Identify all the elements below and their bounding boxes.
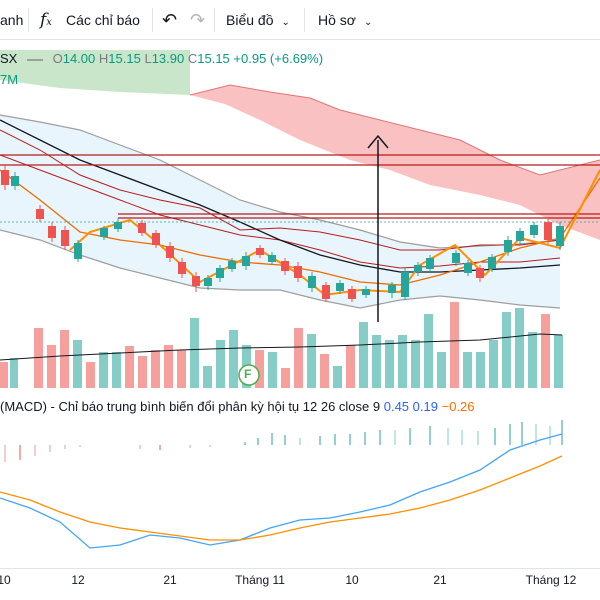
macd-value: 0.45 xyxy=(383,399,410,414)
close-label: C xyxy=(187,51,198,66)
low-value: 13.90 xyxy=(151,51,185,66)
candle xyxy=(11,172,19,190)
candle xyxy=(281,258,289,275)
fx-icon[interactable]: fx xyxy=(40,10,52,30)
candle xyxy=(322,282,330,302)
candle xyxy=(192,272,200,292)
profile-dropdown[interactable]: Hồ sơ ⌄ xyxy=(318,0,372,40)
toolbar-divider xyxy=(152,8,153,32)
chevron-down-icon: ⌄ xyxy=(363,17,373,28)
candle xyxy=(516,228,524,244)
toolbar-divider xyxy=(304,8,305,32)
signal-line xyxy=(0,455,563,541)
candle xyxy=(426,255,434,272)
signal-value: 0.19 xyxy=(412,399,438,414)
top-toolbar: anh fx Các chỉ báo ↶ ↷ Biểu đồ ⌄ Hồ sơ ⌄ xyxy=(0,0,600,40)
candle xyxy=(268,252,276,265)
candle xyxy=(256,245,264,258)
macd-histogram xyxy=(4,420,563,462)
candle xyxy=(48,222,56,242)
time-tick: 10 xyxy=(0,573,11,587)
time-tick: 21 xyxy=(433,573,447,587)
candle xyxy=(544,218,552,244)
time-tick: 21 xyxy=(163,573,177,587)
candle xyxy=(308,272,316,292)
macd-title: (MACD) - Chỉ báo trung bình biến đổi phâ… xyxy=(0,399,381,414)
time-axis[interactable]: 10 12 21 Tháng 11 10 21 Tháng 12 xyxy=(0,568,600,600)
candle xyxy=(530,222,538,238)
candle xyxy=(114,218,122,232)
chart-type-dropdown[interactable]: Biểu đồ ⌄ xyxy=(226,0,290,40)
candle xyxy=(216,265,224,282)
profile-label: Hồ sơ xyxy=(318,12,356,28)
high-label: H xyxy=(98,51,109,66)
undo-icon[interactable]: ↶ xyxy=(162,10,178,30)
candle xyxy=(152,230,160,248)
candle xyxy=(388,282,396,298)
toolbar-cut-label[interactable]: anh xyxy=(0,12,24,28)
visibility-toggle[interactable] xyxy=(26,58,43,61)
time-tick: Tháng 11 xyxy=(235,573,285,587)
low-label: L xyxy=(144,51,152,66)
candle xyxy=(294,262,302,282)
ichimoku-cloud-green xyxy=(0,50,190,95)
candle xyxy=(61,226,69,250)
volume-ma-line xyxy=(0,333,563,361)
candle xyxy=(336,280,344,294)
candle xyxy=(74,240,82,262)
ohlc-legend: SX O14.00 H15.15 L13.90 C15.15 +0.95 (+6… xyxy=(0,48,323,70)
bollinger-band-fill xyxy=(0,115,560,308)
time-tick: 12 xyxy=(71,573,85,587)
macd-line xyxy=(0,433,563,549)
indicators-button[interactable]: Các chỉ báo xyxy=(66,12,140,28)
candle xyxy=(452,250,460,266)
candle xyxy=(178,258,186,278)
close-value: 15.15 xyxy=(197,51,230,66)
price-chart[interactable] xyxy=(0,40,600,410)
open-label: O xyxy=(52,51,63,66)
candle xyxy=(242,252,250,270)
kijun-line xyxy=(0,129,561,251)
redo-icon[interactable]: ↷ xyxy=(190,10,206,30)
chart-type-label: Biểu đồ xyxy=(226,12,274,28)
candles xyxy=(1,165,564,302)
bollinger-lower-line xyxy=(0,229,561,309)
candle xyxy=(228,258,236,272)
change-value: +0.95 (+6.69%) xyxy=(233,51,324,66)
volume-label: 7M xyxy=(0,72,19,87)
macd-chart[interactable] xyxy=(0,418,600,568)
high-value: 15.15 xyxy=(108,51,141,66)
candle xyxy=(1,165,9,190)
volume-bars xyxy=(0,302,563,388)
candle xyxy=(556,222,564,250)
toolbar-divider xyxy=(214,8,215,32)
time-tick: 10 xyxy=(345,573,359,587)
arrow-head xyxy=(367,134,389,149)
open-value: 14.00 xyxy=(62,51,96,66)
candle xyxy=(414,262,422,276)
macd-legend[interactable]: (MACD) - Chỉ báo trung bình biến đổi phâ… xyxy=(0,398,475,416)
candle xyxy=(348,286,356,302)
candle xyxy=(401,268,409,300)
symbol-tail[interactable]: SX xyxy=(0,51,18,66)
ichimoku-cloud-red xyxy=(190,85,600,240)
candle xyxy=(100,226,108,240)
earnings-badge xyxy=(238,364,260,386)
candle xyxy=(204,275,212,290)
chevron-down-icon: ⌄ xyxy=(281,17,290,28)
candle xyxy=(166,242,174,262)
candle xyxy=(138,220,146,236)
candle xyxy=(36,205,44,222)
candle xyxy=(488,254,496,272)
candle xyxy=(464,260,472,276)
hist-value: −0.26 xyxy=(441,399,475,414)
toolbar-divider xyxy=(28,8,29,32)
candle xyxy=(476,265,484,282)
candle xyxy=(504,236,512,256)
earnings-badge-label[interactable]: F xyxy=(244,367,252,381)
time-tick: Tháng 12 xyxy=(525,573,577,587)
candle xyxy=(362,286,370,298)
